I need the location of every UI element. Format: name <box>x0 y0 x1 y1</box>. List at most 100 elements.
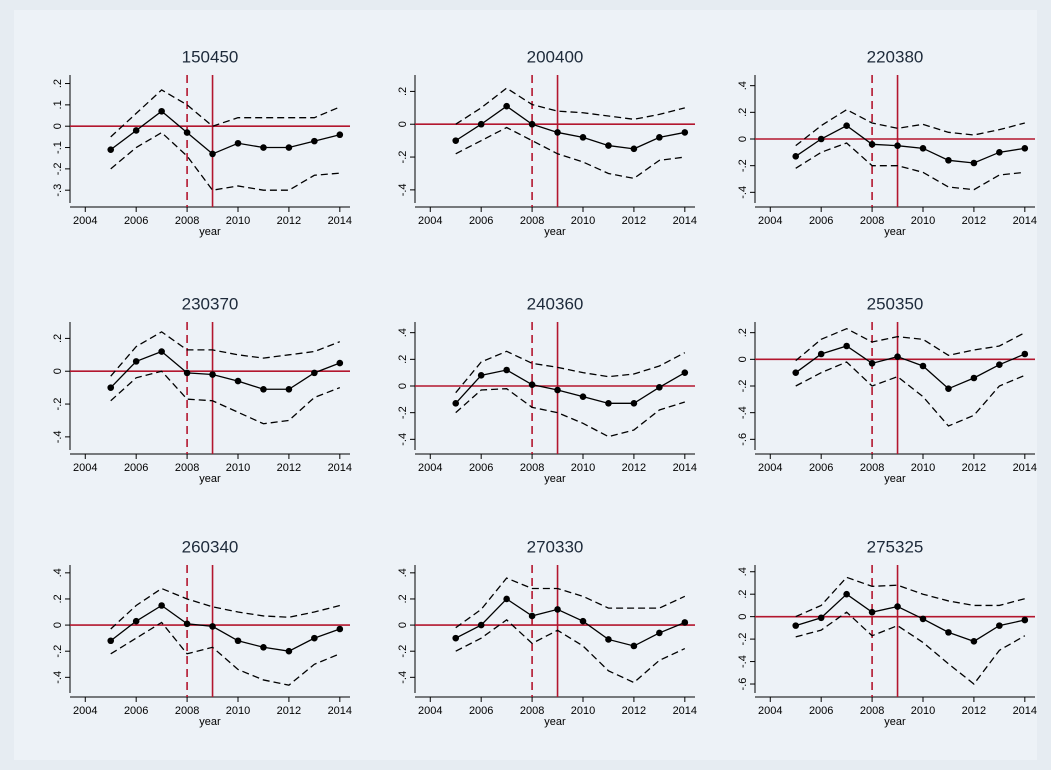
point <box>107 637 115 645</box>
point <box>311 369 318 377</box>
panel-title: 150450 <box>182 47 239 66</box>
point <box>945 157 952 164</box>
y-tick-label: .2 <box>397 87 409 96</box>
point <box>234 139 242 147</box>
ci-line <box>455 388 686 438</box>
point <box>817 135 825 143</box>
point <box>183 129 191 136</box>
x-tick-label: 2012 <box>277 462 301 474</box>
x-tick-label: 2004 <box>418 215 442 227</box>
y-tick-label: -.4 <box>52 430 64 443</box>
x-tick-label: 2010 <box>226 215 250 227</box>
ci-line <box>110 621 341 686</box>
x-tick-label: 2010 <box>571 462 595 474</box>
point <box>554 129 561 136</box>
point <box>183 369 191 377</box>
point <box>630 400 638 407</box>
ci-line <box>110 89 341 138</box>
x-tick-label: 2004 <box>73 215 97 227</box>
y-tick-label: 0 <box>737 614 749 620</box>
point <box>919 145 927 152</box>
y-tick-label: .2 <box>52 334 64 343</box>
y-tick-label: .2 <box>737 108 749 117</box>
point <box>843 590 850 598</box>
y-tick-label: 0 <box>52 368 64 374</box>
x-tick-label: 2004 <box>73 705 97 717</box>
x-tick-label: 2008 <box>175 462 199 474</box>
y-tick-label: -.4 <box>737 406 749 419</box>
point <box>817 350 825 358</box>
point <box>336 131 344 139</box>
y-tick-label: -.2 <box>737 159 749 172</box>
point <box>656 384 663 391</box>
y-tick-label: .4 <box>52 568 64 577</box>
y-tick-label: -.2 <box>397 645 409 658</box>
x-tick-label: 2012 <box>962 462 986 474</box>
x-tick-label: 2008 <box>175 705 199 717</box>
point <box>605 636 612 643</box>
point <box>311 137 318 145</box>
point <box>919 615 927 623</box>
point <box>285 144 293 151</box>
point <box>843 342 850 350</box>
y-tick-label: -.4 <box>397 433 409 446</box>
point <box>945 385 952 392</box>
x-axis-label: year <box>884 473 906 485</box>
estimate-line <box>110 604 341 652</box>
point <box>260 643 267 651</box>
estimate-line <box>795 124 1025 164</box>
y-tick-label: .2 <box>737 328 749 337</box>
y-tick-label: -.2 <box>52 398 64 411</box>
estimate-line <box>455 369 686 404</box>
point <box>1021 350 1029 358</box>
point <box>1021 145 1029 152</box>
point <box>528 381 536 388</box>
x-axis-label: year <box>199 226 221 238</box>
point <box>285 385 293 393</box>
point <box>792 153 800 160</box>
x-tick-label: 2012 <box>962 215 986 227</box>
ci-line <box>795 576 1025 618</box>
y-tick-label: -.6 <box>737 678 749 691</box>
point <box>630 145 638 153</box>
x-tick-label: 2006 <box>809 705 833 717</box>
panel-title: 240360 <box>527 294 584 313</box>
point <box>336 359 344 367</box>
ci-line <box>455 350 686 394</box>
x-tick-label: 2014 <box>673 462 697 474</box>
point <box>209 623 216 630</box>
ci-line <box>455 126 685 180</box>
y-tick-label: .4 <box>397 328 409 337</box>
estimate-line <box>110 350 341 390</box>
x-tick-label: 2008 <box>520 705 544 717</box>
y-tick-label: 0 <box>737 136 749 142</box>
y-tick-label: .1 <box>52 100 64 109</box>
x-tick-label: 2014 <box>673 705 697 717</box>
point <box>503 595 510 603</box>
y-tick-label: -.3 <box>52 184 64 197</box>
x-tick-label: 2006 <box>809 215 833 227</box>
x-axis-label: year <box>199 716 221 728</box>
y-tick-label: -.4 <box>737 655 749 668</box>
x-tick-label: 2004 <box>418 705 442 717</box>
point <box>158 107 165 115</box>
point <box>656 134 663 141</box>
point <box>996 361 1003 368</box>
ci-line <box>455 577 686 629</box>
point <box>107 146 115 153</box>
point <box>311 634 318 642</box>
point <box>681 619 689 626</box>
point <box>996 622 1003 629</box>
y-tick-label: -.4 <box>737 186 749 199</box>
point <box>970 159 978 167</box>
y-tick-label: -.2 <box>737 633 749 646</box>
y-tick-label: .4 <box>397 568 409 577</box>
point <box>132 617 140 625</box>
point <box>285 647 293 655</box>
y-tick-label: .4 <box>737 81 749 90</box>
y-tick-label: .2 <box>52 594 64 603</box>
x-tick-label: 2012 <box>962 705 986 717</box>
ci-line <box>795 108 1025 147</box>
point <box>894 353 901 360</box>
